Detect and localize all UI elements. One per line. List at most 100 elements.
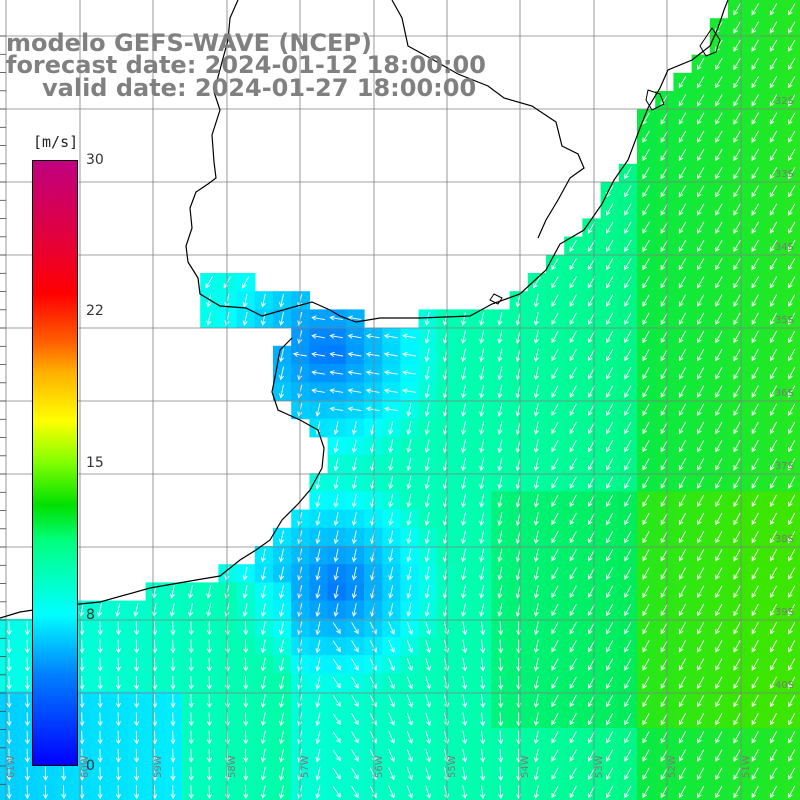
wind-arrow [551,494,559,508]
wind-arrow [6,694,12,709]
wind-arrow [733,439,741,453]
wind-arrow [733,658,741,671]
longitude-label: 54W [520,755,531,778]
wind-arrow [480,785,486,800]
wind-arrow [769,585,777,599]
wind-arrow [497,348,503,363]
wind-arrow [315,785,321,800]
wind-arrow [660,439,668,453]
wind-arrow [24,748,30,763]
wind-arrow [642,785,650,799]
wind-arrow [311,388,325,394]
wind-arrow [260,548,266,563]
wind-arrow [660,658,668,671]
wind-arrow [769,749,777,762]
wind-arrow [788,567,796,580]
wind-arrow [424,421,430,436]
wind-arrow [279,548,285,563]
wind-arrow [242,293,248,308]
wind-arrow [243,730,249,745]
wind-arrow [332,658,341,671]
wind-arrow [279,293,285,308]
wind-arrow [497,330,503,345]
wind-arrow [551,421,559,435]
wind-arrow [388,439,394,454]
wind-speed-cell [218,273,238,292]
wind-arrow [134,785,140,800]
wind-arrow [624,603,632,617]
wind-arrow [388,730,395,744]
wind-arrow [733,385,741,398]
wind-arrow [606,603,614,617]
wind-arrow [624,731,632,744]
wind-arrow [170,766,176,781]
wind-arrow [788,439,796,453]
wind-arrow [624,476,632,489]
wind-arrow [733,39,741,52]
wind-arrow [606,749,614,762]
wind-arrow [388,676,395,690]
wind-arrow [461,421,467,436]
wind-arrow [406,658,413,672]
wind-arrow [461,312,467,326]
coastline [0,0,729,619]
wind-arrow [678,185,687,198]
longitude-label: 58W [227,755,238,778]
wind-arrow [769,530,777,544]
wind-arrow [642,658,650,671]
wind-arrow [551,731,559,744]
wind-arrow [402,370,416,376]
wind-arrow [134,675,140,690]
wind-arrow [678,94,687,107]
wind-arrow [332,767,341,780]
wind-arrow [332,695,341,707]
wind-arrow [551,403,559,417]
wind-arrow [715,476,723,489]
wind-arrow [260,748,266,763]
wind-arrow [533,403,539,417]
wind-arrow [697,57,705,71]
wind-arrow [751,258,759,271]
wind-arrow [188,675,194,690]
wind-arrow [260,785,266,800]
wind-arrow [279,312,285,326]
wind-arrow [751,94,759,107]
wind-arrow [479,566,485,581]
wind-arrow [697,749,705,762]
wind-arrow [425,767,431,781]
wind-arrow [642,676,650,690]
wind-arrow [678,76,687,89]
wind-arrow [497,603,503,618]
wind-arrow [134,730,140,745]
wind-arrow [315,512,321,527]
wind-arrow [315,548,321,563]
wind-arrow [751,330,759,344]
wind-arrow [388,749,395,763]
wind-arrow [424,475,430,490]
latitude-label: 35S [775,315,794,326]
wind-arrow [388,585,394,599]
wind-arrow [606,585,614,599]
wind-arrow [606,731,614,744]
wind-arrow [624,221,632,234]
wind-arrow [333,421,339,436]
wind-arrow [333,439,339,454]
wind-arrow [369,749,377,762]
wind-arrow [678,348,686,362]
wind-arrow [479,348,485,363]
wind-arrow [642,294,650,307]
wind-arrow [569,312,577,326]
wind-arrow [551,530,559,544]
wind-arrow [660,330,668,344]
wind-arrow [311,351,325,357]
wind-arrow [788,239,796,253]
wind-arrow [551,330,559,344]
wind-arrow [383,370,398,376]
wind-arrow [587,785,595,799]
wind-arrow [769,731,777,744]
wind-arrow [678,694,686,708]
wind-arrow [551,458,559,471]
wind-arrow [462,730,468,745]
wind-arrow [369,712,377,726]
